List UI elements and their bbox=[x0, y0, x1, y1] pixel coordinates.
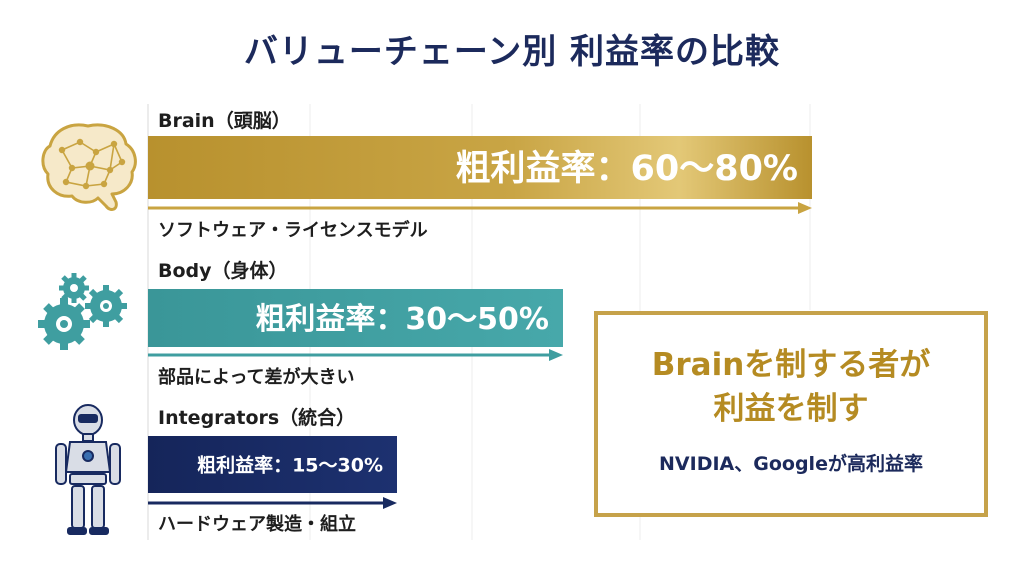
range-arrow-head bbox=[383, 497, 397, 509]
page-title: バリューチェーン別 利益率の比較 bbox=[243, 32, 781, 72]
range-arrow-head bbox=[549, 349, 563, 361]
row-label: Brain（頭脳） bbox=[158, 109, 291, 132]
callout-note: NVIDIA、Googleが高利益率 bbox=[659, 453, 923, 475]
row-description: ソフトウェア・ライセンスモデル bbox=[158, 219, 428, 241]
bar bbox=[148, 289, 563, 347]
bar-label: 粗利益率：15〜30% bbox=[197, 453, 383, 476]
row-description: ハードウェア製造・組立 bbox=[158, 513, 356, 535]
gears-icon bbox=[38, 273, 127, 350]
range-arrow-head bbox=[798, 202, 812, 214]
callout-headline-line2: 利益を制す bbox=[713, 391, 869, 427]
bar-label: 粗利益率：30〜50% bbox=[255, 302, 549, 337]
bar bbox=[148, 436, 397, 493]
row-label: Integrators（統合） bbox=[158, 406, 355, 429]
bar-label: 粗利益率：60〜80% bbox=[456, 149, 798, 189]
brain-icon bbox=[41, 123, 137, 211]
robot-icon bbox=[55, 404, 121, 535]
callout-headline-line1: Brainを制する者が bbox=[651, 347, 931, 383]
key-takeaway-callout: Brainを制する者が 利益を制す NVIDIA、Googleが高利益率 bbox=[594, 311, 988, 517]
bar bbox=[148, 136, 812, 199]
row-description: 部品によって差が大きい bbox=[158, 366, 355, 388]
row-label: Body（身体） bbox=[158, 259, 288, 282]
